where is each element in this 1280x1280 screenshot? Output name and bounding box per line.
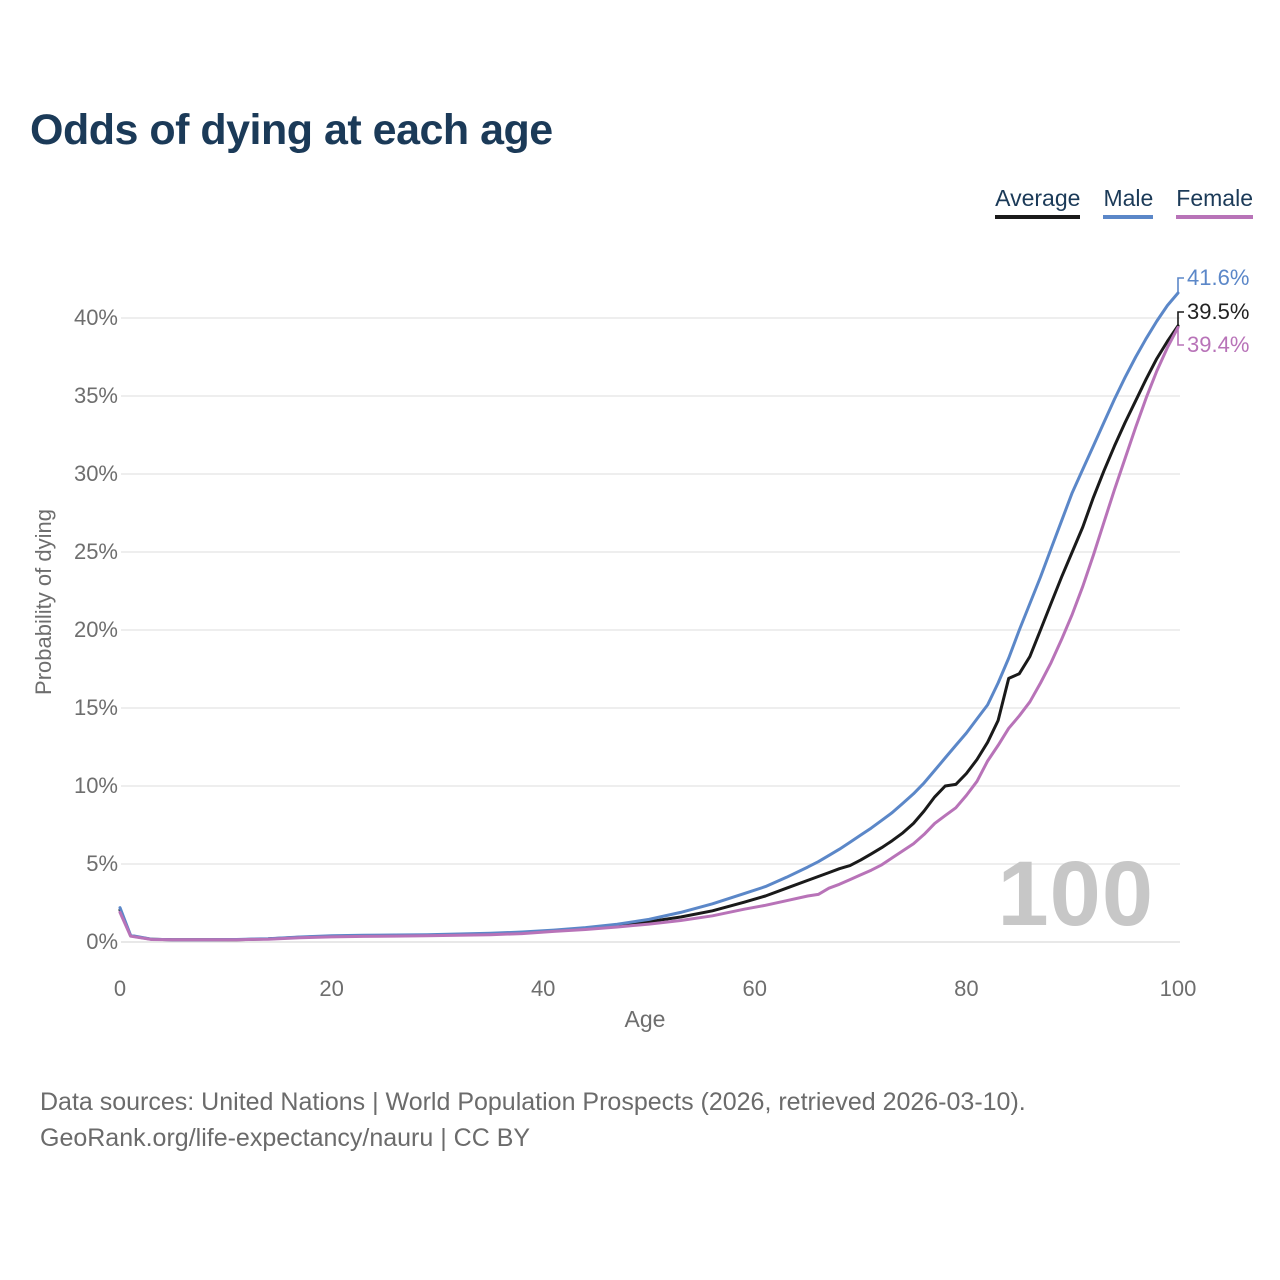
- age-counter-watermark: 100: [997, 843, 1154, 945]
- x-tick-20: 20: [319, 976, 344, 1001]
- y-axis-title: Probability of dying: [31, 509, 56, 695]
- end-value-label-female: 39.4%: [1187, 332, 1250, 357]
- end-label-connector-male: [1177, 277, 1184, 293]
- end-label-connector-female: [1177, 327, 1184, 346]
- y-tick-30pct: 30%: [73, 461, 118, 486]
- y-tick-40pct: 40%: [73, 305, 118, 330]
- x-tick-60: 60: [742, 976, 768, 1001]
- end-value-label-male: 41.6%: [1187, 265, 1250, 290]
- x-tick-100: 100: [1159, 976, 1197, 1001]
- legend-item-female[interactable]: Female: [1176, 187, 1253, 219]
- x-tick-0: 0: [113, 976, 127, 1001]
- data-source-line: Data sources: United Nations | World Pop…: [40, 1088, 1026, 1116]
- end-value-label-average: 39.5%: [1187, 299, 1250, 324]
- y-tick-20pct: 20%: [73, 617, 118, 642]
- y-tick-0pct: 0%: [86, 929, 118, 954]
- y-tick-10pct: 10%: [73, 773, 118, 798]
- attribution-line: GeoRank.org/life-expectancy/nauru | CC B…: [40, 1124, 531, 1152]
- x-tick-80: 80: [954, 976, 979, 1001]
- y-tick-35pct: 35%: [73, 383, 118, 408]
- legend: Average Male Female: [995, 187, 1253, 219]
- end-label-connector-average: [1177, 311, 1184, 326]
- y-tick-15pct: 15%: [73, 695, 118, 720]
- x-axis-title: Age: [624, 1006, 666, 1032]
- chart-title: Odds of dying at each age: [30, 106, 553, 154]
- legend-item-average[interactable]: Average: [995, 187, 1081, 219]
- y-tick-5pct: 5%: [86, 851, 118, 876]
- series-line-female: [118, 325, 1180, 942]
- legend-item-male[interactable]: Male: [1103, 187, 1154, 219]
- x-tick-40: 40: [530, 976, 556, 1001]
- y-tick-25pct: 25%: [73, 539, 118, 564]
